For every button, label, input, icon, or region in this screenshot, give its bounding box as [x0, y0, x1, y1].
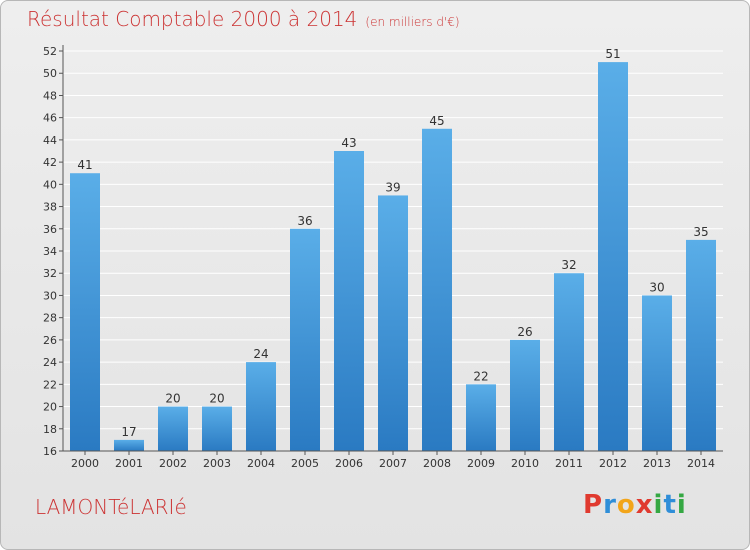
y-tick-label: 28 — [43, 312, 57, 325]
bar-value-label: 32 — [561, 258, 576, 272]
bar-value-label: 39 — [385, 180, 400, 194]
bar-2012 — [598, 62, 628, 451]
y-tick-label: 52 — [43, 45, 57, 58]
bar-value-label: 22 — [473, 369, 488, 383]
x-tick-label: 2005 — [291, 457, 319, 470]
y-tick-label: 20 — [43, 401, 57, 414]
x-tick-label: 2000 — [71, 457, 99, 470]
chart-title-text: Résultat Comptable 2000 à 2014 — [27, 7, 358, 31]
x-tick-label: 2002 — [159, 457, 187, 470]
x-tick-label: 2009 — [467, 457, 495, 470]
bar-2014 — [686, 239, 716, 451]
logo-letter-p: P — [583, 490, 604, 520]
town-name: LAMONTéLARIé — [35, 495, 187, 519]
logo-letter-r: r — [603, 490, 617, 520]
y-tick-label: 18 — [43, 423, 57, 436]
bars-group: 41 17 20 20 24 36 43 39 45 22 26 32 51 30 35 — [70, 47, 716, 451]
bar-value-label: 20 — [165, 392, 180, 406]
y-tick-label: 26 — [43, 334, 57, 347]
axes: 16 18 20 22 24 26 28 30 32 34 36 38 40 42 44 46 48 50 52 20… — [43, 45, 723, 470]
bar-2006 — [334, 151, 364, 451]
proxiti-logo: Proxiti — [583, 490, 687, 520]
bar-value-label: 41 — [77, 158, 92, 172]
bar-value-label: 51 — [605, 47, 620, 61]
y-tick-label: 50 — [43, 67, 57, 80]
bar-2007 — [378, 195, 408, 451]
bar-value-label: 26 — [517, 325, 532, 339]
bar-2011 — [554, 273, 584, 451]
logo-letter-x: x — [635, 490, 654, 520]
y-tick-label: 42 — [43, 156, 57, 169]
chart-unit: (en milliers d'€) — [365, 15, 460, 29]
bar-value-label: 45 — [429, 114, 444, 128]
y-tick-label: 36 — [43, 223, 57, 236]
y-tick-label: 48 — [43, 89, 57, 102]
x-tick-label: 2007 — [379, 457, 407, 470]
y-tick-label: 40 — [43, 178, 57, 191]
y-tick-label: 32 — [43, 267, 57, 280]
y-tick-label: 16 — [43, 445, 57, 458]
bar-2013 — [642, 295, 672, 451]
y-tick-label: 38 — [43, 201, 57, 214]
bar-value-label: 17 — [121, 425, 136, 439]
x-tick-label: 2010 — [511, 457, 539, 470]
y-tick-label: 44 — [43, 134, 57, 147]
logo-letter-i: i — [653, 490, 664, 520]
bar-2005 — [290, 228, 320, 451]
bar-value-label: 36 — [297, 214, 312, 228]
y-tick-label: 34 — [43, 245, 57, 258]
x-tick-label: 2003 — [203, 457, 231, 470]
bar-value-label: 43 — [341, 136, 356, 150]
x-tick-label: 2001 — [115, 457, 143, 470]
bar-value-label: 30 — [649, 280, 664, 294]
bar-2003 — [202, 406, 232, 451]
y-tick-label: 22 — [43, 378, 57, 391]
bar-2008 — [422, 128, 452, 451]
x-tick-label: 2013 — [643, 457, 671, 470]
x-tick-label: 2004 — [247, 457, 275, 470]
x-tick-label: 2006 — [335, 457, 363, 470]
bar-2001 — [114, 439, 144, 451]
x-tick-label: 2011 — [555, 457, 583, 470]
y-tick-label: 30 — [43, 289, 57, 302]
logo-letter-o: o — [616, 490, 636, 520]
logo-letter-t: t — [663, 490, 677, 520]
bar-2000 — [70, 173, 100, 451]
y-tick-label: 46 — [43, 112, 57, 125]
bar-2009 — [466, 384, 496, 451]
x-tick-label: 2008 — [423, 457, 451, 470]
bar-2002 — [158, 406, 188, 451]
bar-2010 — [510, 339, 540, 451]
bar-value-label: 35 — [693, 225, 708, 239]
x-tick-label: 2012 — [599, 457, 627, 470]
bar-value-label: 24 — [253, 347, 268, 361]
bar-value-label: 20 — [209, 392, 224, 406]
bar-2004 — [246, 362, 276, 451]
chart-title: Résultat Comptable 2000 à 2014 (en millie… — [27, 7, 460, 31]
x-tick-label: 2014 — [687, 457, 715, 470]
y-tick-label: 24 — [43, 356, 57, 369]
logo-letter-i2: i — [676, 490, 687, 520]
